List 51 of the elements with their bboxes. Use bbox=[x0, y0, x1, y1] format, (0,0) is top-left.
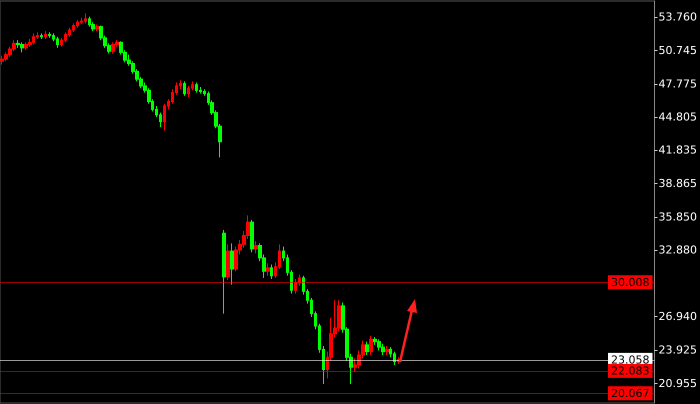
candlestick bbox=[111, 42, 115, 54]
y-tick-label: 38.865 bbox=[658, 176, 698, 190]
candlestick bbox=[222, 229, 226, 314]
candlestick bbox=[250, 219, 254, 253]
candlestick bbox=[195, 82, 198, 94]
candlestick bbox=[270, 264, 273, 280]
candlestick bbox=[163, 103, 166, 132]
candlestick bbox=[230, 242, 234, 286]
y-tick-label: 44.805 bbox=[658, 110, 698, 124]
candlestick bbox=[381, 343, 385, 356]
candlestick bbox=[80, 17, 83, 25]
candlestick bbox=[199, 86, 202, 94]
ref-line-label: 23.058 bbox=[611, 353, 650, 366]
candlestick bbox=[56, 36, 59, 48]
y-tick-label: 35.850 bbox=[658, 210, 698, 224]
y-tick-label: 23.925 bbox=[658, 344, 698, 357]
candlestick bbox=[95, 24, 99, 32]
y-tick-label: 53.760 bbox=[658, 10, 698, 24]
candlestick bbox=[266, 262, 270, 276]
candlestick bbox=[72, 22, 75, 33]
candlestick bbox=[365, 341, 369, 356]
candlestick bbox=[0, 55, 4, 66]
candlestick bbox=[32, 32, 35, 46]
y-tick-label: 26.940 bbox=[658, 310, 698, 324]
candlestick bbox=[76, 19, 79, 28]
candlestick bbox=[20, 42, 24, 53]
candlestick bbox=[88, 16, 91, 28]
candlestick bbox=[254, 240, 258, 254]
candlestick bbox=[377, 338, 381, 352]
candlestick bbox=[385, 346, 389, 356]
candlestick bbox=[187, 85, 190, 98]
ref-line-label: 30.008 bbox=[611, 276, 650, 289]
candlestick bbox=[24, 42, 28, 51]
y-tick-label: 20.955 bbox=[658, 376, 698, 390]
candlestick bbox=[369, 336, 373, 356]
y-tick-label: 41.835 bbox=[658, 144, 698, 157]
ref-line-label: 22.083 bbox=[611, 364, 650, 378]
y-tick-label: 47.775 bbox=[658, 77, 698, 90]
candlestick bbox=[44, 30, 47, 40]
candlestick bbox=[393, 351, 396, 366]
candlestick bbox=[294, 278, 297, 294]
candlestick bbox=[226, 244, 230, 281]
y-tick-label: 50.745 bbox=[658, 44, 698, 58]
candlestick bbox=[48, 32, 51, 38]
candlestick bbox=[64, 32, 67, 43]
candlestick bbox=[16, 40, 20, 48]
y-tick-label: 32.880 bbox=[658, 244, 698, 257]
ref-line-label: 20.067 bbox=[611, 386, 650, 400]
candlestick bbox=[84, 12, 87, 24]
candlestick bbox=[40, 32, 43, 40]
candlestick bbox=[183, 80, 186, 96]
